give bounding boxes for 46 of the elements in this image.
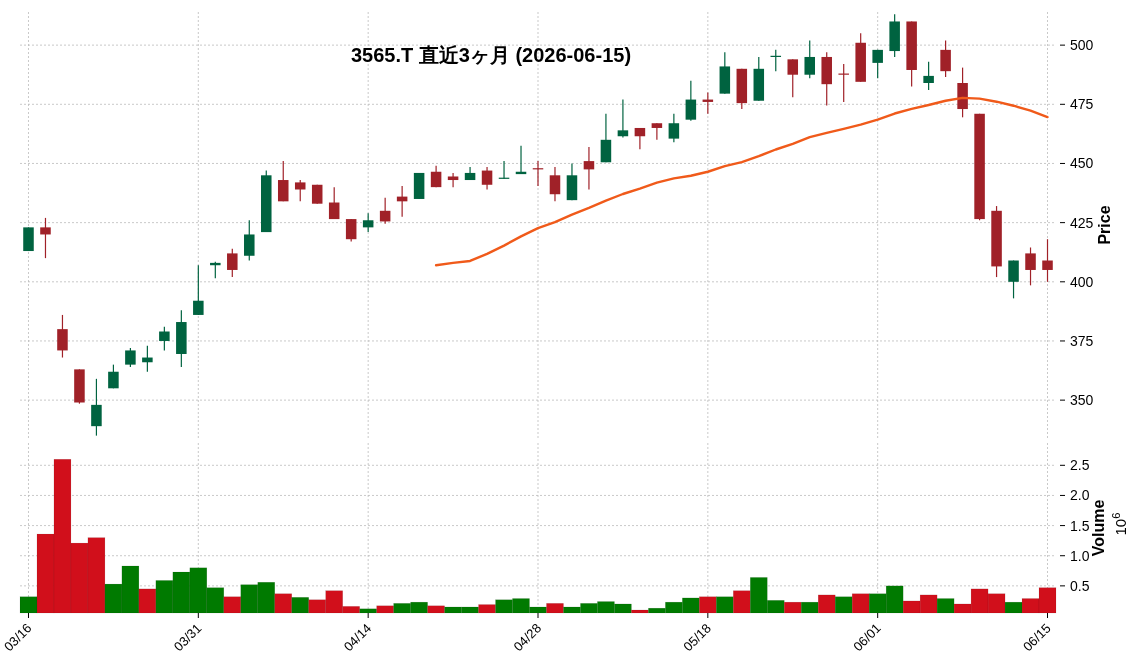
candlestick xyxy=(668,113,680,143)
candlestick xyxy=(277,160,289,202)
candlestick xyxy=(787,58,799,98)
candlestick xyxy=(549,166,561,202)
candlestick xyxy=(617,98,629,139)
candlestick xyxy=(159,326,170,352)
text: 3565.T 直近3ヶ月 (2026-06-15) xyxy=(350,44,632,66)
candlestick xyxy=(40,217,51,259)
candlestick xyxy=(600,113,612,163)
y-tick-label: 2.5 xyxy=(1070,457,1090,474)
y-tick-label: 0.5 xyxy=(1070,577,1090,594)
candlestick xyxy=(57,314,68,359)
y-tick-label: 1.5 xyxy=(1070,517,1090,534)
candlestick xyxy=(651,122,663,141)
y-axis-title: Volume xyxy=(1090,499,1107,557)
candlestick xyxy=(244,219,255,262)
y-tick-label: 425 xyxy=(1070,214,1094,231)
line-series xyxy=(434,96,1049,267)
candlestick xyxy=(193,264,204,316)
candlestick xyxy=(1042,238,1053,283)
y-axis-title: Price xyxy=(1096,205,1113,245)
y-tick-label: 400 xyxy=(1070,273,1094,290)
candlestick xyxy=(583,146,595,191)
candlestick xyxy=(345,218,357,243)
candlestick xyxy=(125,347,136,368)
y-tick-label: 500 xyxy=(1070,37,1094,54)
candlestick xyxy=(294,179,306,202)
candlestick xyxy=(940,39,951,78)
y-tick-label: 375 xyxy=(1070,332,1094,349)
candlestick xyxy=(685,80,697,122)
candlestick xyxy=(328,186,340,220)
candlestick xyxy=(1025,246,1036,286)
y-tick-label: 2.0 xyxy=(1070,487,1090,504)
candlestick xyxy=(804,39,815,79)
candlestick xyxy=(362,212,374,233)
candlestick xyxy=(481,166,493,191)
y-tick-label: 475 xyxy=(1070,96,1094,113)
candlestick xyxy=(227,248,238,278)
candlestick xyxy=(923,61,934,91)
y-tick-label: 450 xyxy=(1070,155,1094,172)
y-tick-label: 1.0 xyxy=(1070,547,1090,564)
candlestick xyxy=(1008,259,1019,299)
candlestick xyxy=(447,172,459,188)
candlestick xyxy=(872,49,883,79)
candlestick xyxy=(91,378,102,437)
y-tick-label: 350 xyxy=(1070,392,1094,409)
